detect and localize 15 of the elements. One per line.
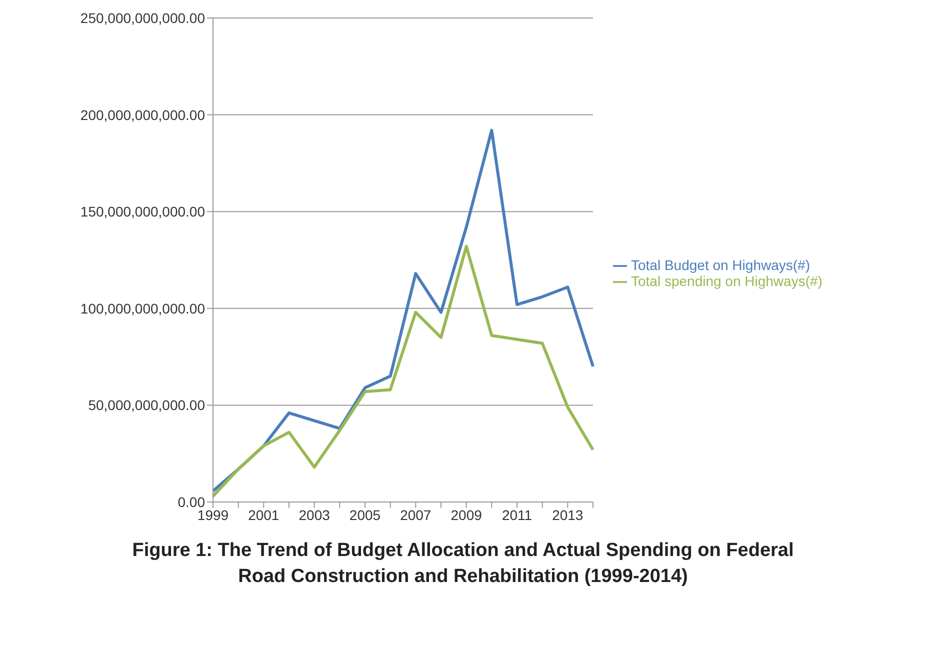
- legend-label: Total Budget on Highways(#): [631, 256, 810, 273]
- x-tick-label: 2013: [552, 506, 584, 523]
- y-tick-label: 250,000,000,000.00: [80, 10, 206, 26]
- legend-label: Total spending on Highways(#): [631, 273, 822, 289]
- y-tick-label: 150,000,000,000.00: [80, 204, 206, 220]
- y-tick-label: 100,000,000,000.00: [80, 300, 206, 316]
- x-tick-label: 2003: [298, 506, 330, 523]
- y-tick-label: 200,000,000,000.00: [80, 106, 206, 123]
- x-tick-label: 2001: [248, 506, 280, 523]
- x-tick-label: 2011: [502, 506, 532, 523]
- x-tick-label: 2005: [349, 506, 381, 523]
- x-tick-label: 2007: [400, 506, 432, 523]
- text: Figure 1: The Trend of Budget Allocation and Actual Spending on Federal Road Construction and Rehabilitation (1999-2014): [131, 539, 795, 589]
- y-tick-label: 50,000,000,000.00: [88, 397, 206, 414]
- x-tick-label: 2009: [450, 506, 482, 523]
